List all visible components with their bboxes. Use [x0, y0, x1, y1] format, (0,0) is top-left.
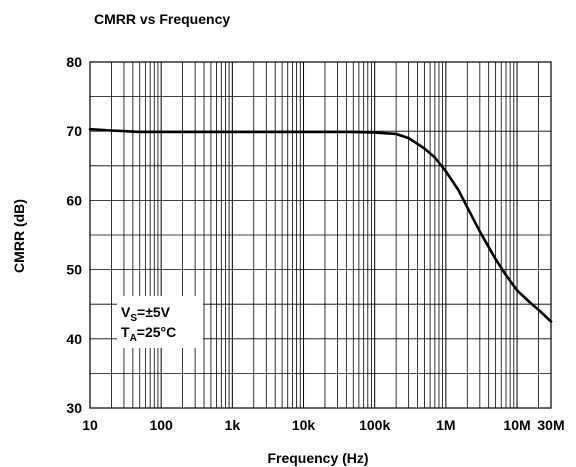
- y-tick-label: 30: [66, 400, 82, 416]
- x-tick-label: 10k: [292, 417, 316, 433]
- x-tick-label: 10: [82, 417, 98, 433]
- x-tick-label: 1M: [436, 417, 455, 433]
- chart-title: CMRR vs Frequency: [94, 11, 230, 27]
- x-tick-label: 30M: [537, 417, 564, 433]
- x-tick-label: 1k: [225, 417, 241, 433]
- x-axis-label: Frequency (Hz): [267, 450, 368, 466]
- x-tick-label: 100: [149, 417, 173, 433]
- y-tick-label: 70: [66, 123, 82, 139]
- x-tick-label: 100k: [359, 417, 390, 433]
- y-tick-label: 80: [66, 54, 82, 70]
- y-tick-label: 60: [66, 192, 82, 208]
- x-tick-label: 10M: [503, 417, 530, 433]
- cmrr-series-line: [90, 129, 551, 321]
- series-lines: [90, 129, 551, 321]
- y-tick-label: 40: [66, 331, 82, 347]
- y-axis-label: CMRR (dB): [11, 199, 27, 273]
- y-tick-label: 50: [66, 262, 82, 278]
- tick-labels: 10 100 1k 10k 100k 1M 10M 30M 30 40 50 60 70 80: [66, 54, 564, 433]
